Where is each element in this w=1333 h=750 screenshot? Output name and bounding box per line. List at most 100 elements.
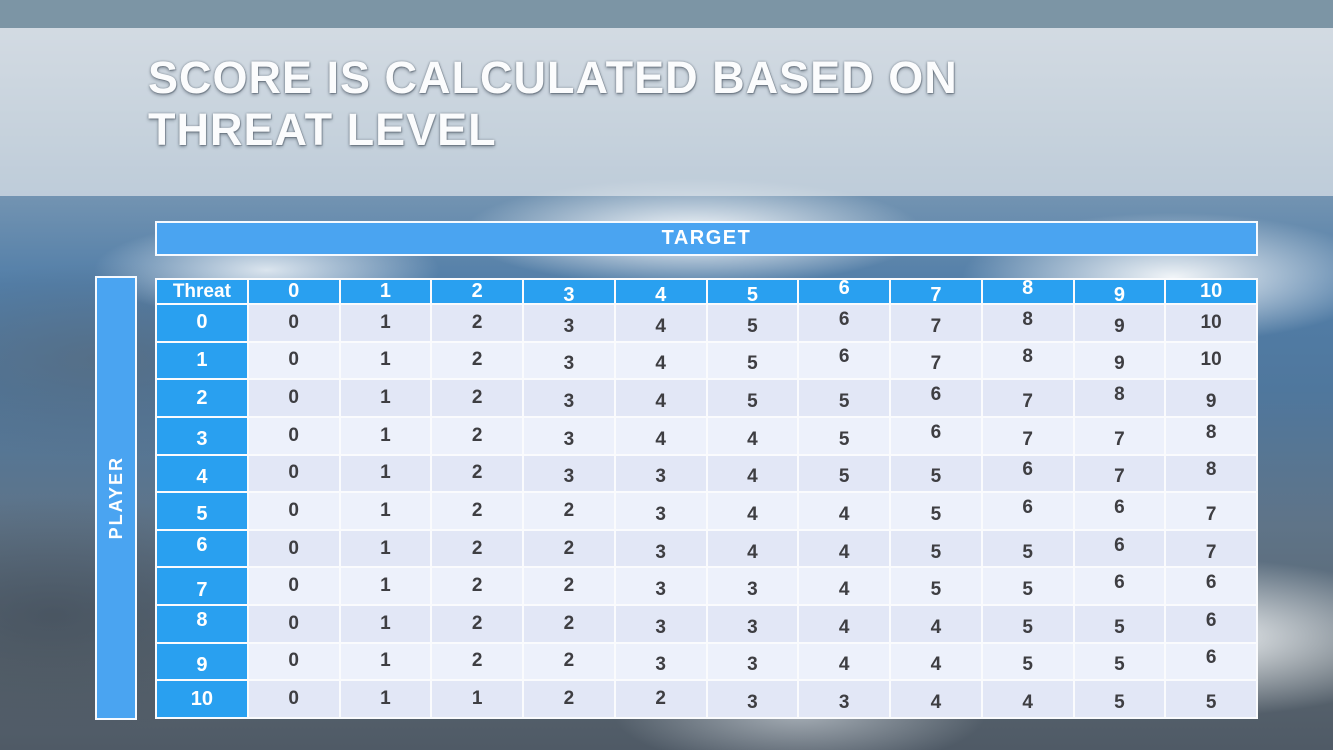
score-cell: 4 xyxy=(705,491,800,531)
player-axis-label: PLAYER xyxy=(105,456,126,540)
score-cell-value: 1 xyxy=(380,688,391,710)
score-cell-value: 4 xyxy=(930,616,942,638)
score-cell: 5 xyxy=(889,491,983,531)
score-cell-value: 5 xyxy=(1022,654,1033,676)
score-cell: 1 xyxy=(338,340,433,381)
column-header-cell-value: 10 xyxy=(1200,280,1223,302)
score-cell-value: 2 xyxy=(471,537,483,559)
column-header-cell: 1 xyxy=(338,278,433,305)
score-cell-value: 1 xyxy=(380,650,391,672)
title-band xyxy=(0,28,1333,196)
score-cell-value: 5 xyxy=(930,541,942,563)
score-cell: 3 xyxy=(522,303,616,343)
score-cell: 4 xyxy=(705,528,800,569)
score-cell-value: 3 xyxy=(747,654,758,676)
score-cell: 5 xyxy=(980,528,1075,569)
row-header-cell: 10 xyxy=(155,679,249,719)
score-cell-value: 6 xyxy=(930,421,942,443)
score-cell-value: 3 xyxy=(747,579,758,601)
score-cell: 6 xyxy=(889,415,983,456)
column-header-cell-value: 1 xyxy=(379,280,391,302)
score-cell-value: 0 xyxy=(288,387,299,409)
row-header-cell: 5 xyxy=(155,491,249,531)
score-cell-value: 8 xyxy=(1022,308,1033,330)
score-cell-value: 7 xyxy=(1205,503,1217,525)
score-cell-value: 4 xyxy=(930,692,942,714)
score-cell: 3 xyxy=(613,641,708,682)
score-cell: 8 xyxy=(1164,415,1258,456)
score-cell: 7 xyxy=(889,303,983,343)
score-cell: 8 xyxy=(980,340,1075,381)
score-cell-value: 1 xyxy=(380,424,391,446)
row-header-cell: 3 xyxy=(155,415,249,456)
score-cell-value: 5 xyxy=(930,503,942,525)
score-cell: 7 xyxy=(1072,415,1167,456)
score-cell-value: 4 xyxy=(655,391,666,413)
score-cell-value: 0 xyxy=(288,462,299,484)
score-cell: 5 xyxy=(705,340,800,381)
score-cell-value: 6 xyxy=(1114,534,1125,556)
score-cell: 8 xyxy=(1164,453,1258,494)
score-cell: 5 xyxy=(980,566,1075,606)
score-cell-value: 4 xyxy=(838,579,850,601)
score-cell-value: 2 xyxy=(563,650,575,672)
score-cell-value: 9 xyxy=(1114,315,1125,337)
slide-title-line2: THREAT LEVEL xyxy=(148,104,497,156)
score-cell-value: 5 xyxy=(1205,692,1217,714)
score-cell: 2 xyxy=(522,491,616,531)
score-cell: 4 xyxy=(889,679,983,719)
score-cell-value: 1 xyxy=(380,462,391,484)
score-cell-value: 8 xyxy=(1114,384,1125,406)
table-row: 8 0 1 2 2 3 3 4 4 5 5 6 xyxy=(155,604,1258,644)
score-cell-value: 2 xyxy=(655,688,666,710)
score-cell: 3 xyxy=(613,491,708,531)
score-cell: 7 xyxy=(1164,528,1258,569)
score-cell: 3 xyxy=(705,679,800,719)
column-header-cell: 9 xyxy=(1072,278,1167,306)
score-cell: 4 xyxy=(889,604,983,644)
column-header-cell: 3 xyxy=(522,278,616,306)
score-cell-value: 7 xyxy=(1022,391,1033,413)
score-cell-value: 2 xyxy=(471,462,483,484)
score-cell-value: 5 xyxy=(1114,692,1125,714)
score-cell-value: 3 xyxy=(563,391,575,413)
score-cell: 3 xyxy=(522,415,616,456)
score-cell: 2 xyxy=(430,528,524,569)
score-cell: 6 xyxy=(1164,641,1258,682)
score-cell: 3 xyxy=(613,528,708,569)
score-cell-value: 8 xyxy=(1205,459,1217,481)
top-bar xyxy=(0,0,1333,28)
score-cell: 4 xyxy=(705,415,800,456)
score-cell-value: 0 xyxy=(288,575,299,597)
score-cell: 3 xyxy=(705,566,800,606)
column-header-cell: 2 xyxy=(430,278,524,305)
column-header-cell: 0 xyxy=(246,278,341,305)
score-cell-value: 3 xyxy=(563,315,575,337)
score-cell-value: 9 xyxy=(1114,353,1125,375)
score-cell-value: 4 xyxy=(747,466,758,488)
score-cell-value: 5 xyxy=(838,428,850,450)
column-header-cell: 7 xyxy=(889,278,983,306)
score-cell: 6 xyxy=(889,378,983,418)
score-cell: 2 xyxy=(430,491,524,531)
score-cell-value: 5 xyxy=(747,391,758,413)
table-row: 5 0 1 2 2 3 4 4 5 6 6 7 xyxy=(155,491,1258,531)
score-cell: 9 xyxy=(1072,340,1167,381)
row-header-cell-value: 6 xyxy=(196,534,208,557)
score-cell-value: 4 xyxy=(838,541,850,563)
score-cell: 5 xyxy=(1072,604,1167,644)
row-header-cell-value: 1 xyxy=(196,348,208,371)
score-cell: 5 xyxy=(980,641,1075,682)
score-cell-value: 2 xyxy=(471,499,483,521)
table-row: 2 0 1 2 3 4 5 5 6 7 8 9 xyxy=(155,378,1258,418)
score-cell-value: 5 xyxy=(1114,616,1125,638)
score-cell: 5 xyxy=(889,566,983,606)
score-cell: 7 xyxy=(1164,491,1258,531)
score-cell-value: 6 xyxy=(1205,572,1217,594)
score-cell-value: 0 xyxy=(288,537,299,559)
score-cell: 3 xyxy=(613,566,708,606)
score-cell: 7 xyxy=(1072,453,1167,494)
score-cell-value: 1 xyxy=(380,349,391,371)
column-header-cell-value: 9 xyxy=(1113,284,1125,306)
